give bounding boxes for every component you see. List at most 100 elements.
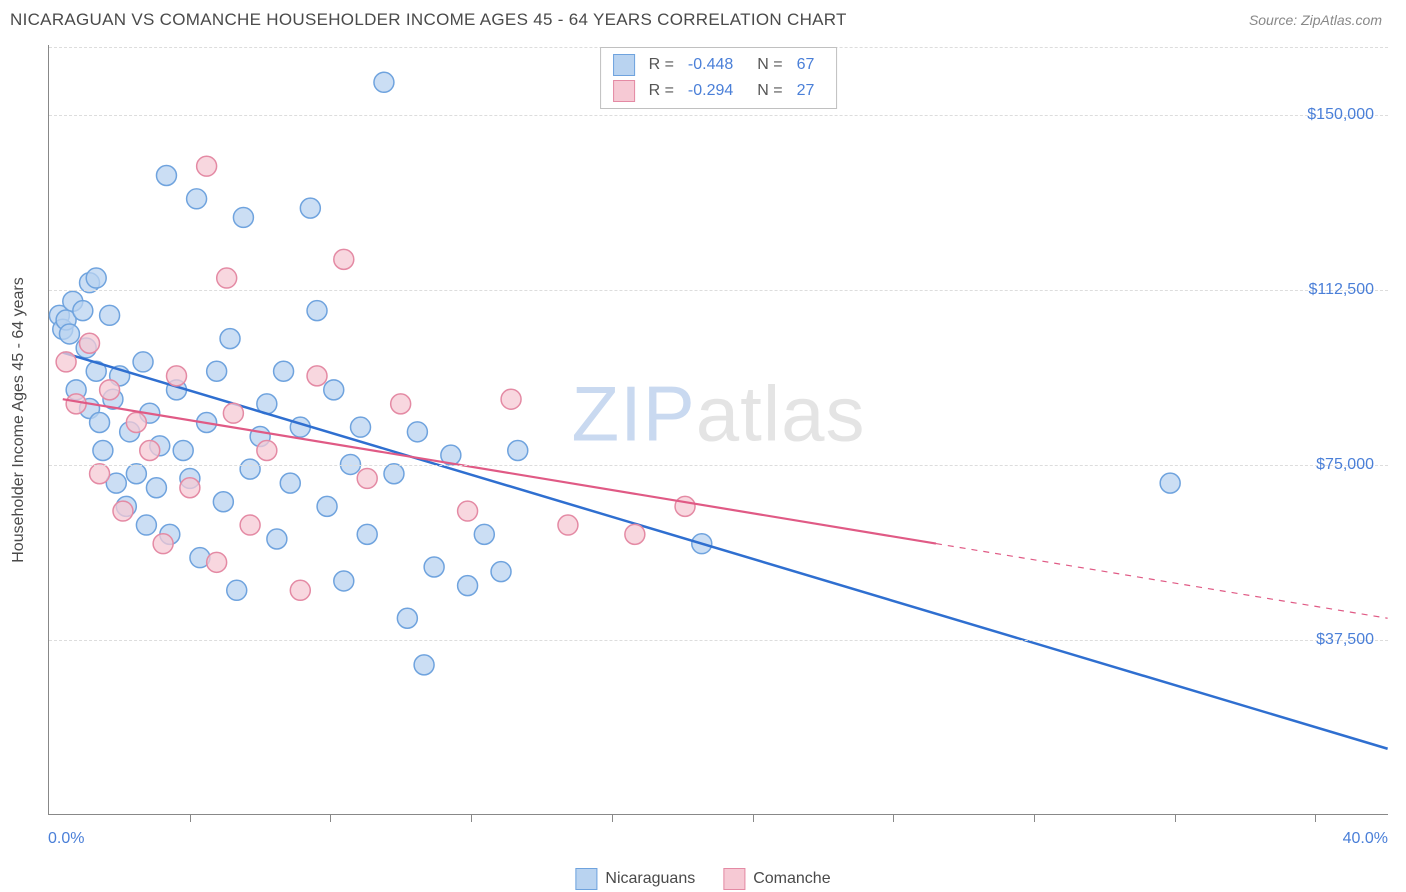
data-point: [140, 440, 160, 460]
data-point: [197, 156, 217, 176]
data-point: [167, 366, 187, 386]
data-point: [307, 366, 327, 386]
data-point: [93, 440, 113, 460]
data-point: [133, 352, 153, 372]
data-point: [220, 329, 240, 349]
data-point: [233, 207, 253, 227]
data-point: [675, 496, 695, 516]
x-axis-min-label: 0.0%: [48, 830, 84, 848]
data-point: [397, 608, 417, 628]
data-point: [59, 324, 79, 344]
gridline: [49, 640, 1388, 641]
data-point: [1160, 473, 1180, 493]
r-value-nicaraguans: -0.448: [688, 56, 733, 74]
x-axis-max-label: 40.0%: [1343, 830, 1388, 848]
r-value-comanche: -0.294: [688, 82, 733, 100]
data-point: [290, 580, 310, 600]
chart-title: NICARAGUAN VS COMANCHE HOUSEHOLDER INCOM…: [10, 10, 847, 30]
data-point: [458, 576, 478, 596]
swatch-nicaraguans: [613, 54, 635, 76]
data-point: [223, 403, 243, 423]
data-point: [334, 571, 354, 591]
data-point: [357, 468, 377, 488]
data-point: [307, 301, 327, 321]
data-point: [317, 496, 337, 516]
legend-row-comanche: R = -0.294 N = 27: [613, 78, 825, 104]
legend-item-nicaraguans: Nicaraguans: [575, 868, 695, 890]
data-point: [374, 72, 394, 92]
swatch-comanche: [613, 80, 635, 102]
x-tick: [190, 814, 191, 822]
swatch-comanche-icon: [723, 868, 745, 890]
data-point: [173, 440, 193, 460]
n-value-nicaraguans: 67: [797, 56, 815, 74]
data-point: [100, 380, 120, 400]
data-point: [391, 394, 411, 414]
data-point: [80, 333, 100, 353]
x-tick: [893, 814, 894, 822]
data-point: [558, 515, 578, 535]
data-point: [384, 464, 404, 484]
data-point: [86, 268, 106, 288]
legend-item-comanche: Comanche: [723, 868, 830, 890]
data-point: [351, 417, 371, 437]
x-tick: [1175, 814, 1176, 822]
trend-line-extrapolated: [936, 544, 1388, 619]
legend-label-comanche: Comanche: [753, 870, 830, 888]
x-tick: [330, 814, 331, 822]
x-tick: [753, 814, 754, 822]
data-point: [508, 440, 528, 460]
data-point: [136, 515, 156, 535]
gridline: [49, 465, 1388, 466]
y-tick-label: $75,000: [1316, 456, 1374, 474]
data-point: [240, 515, 260, 535]
y-tick-label: $37,500: [1316, 631, 1374, 649]
trend-line: [63, 353, 1388, 749]
legend-label-nicaraguans: Nicaraguans: [605, 870, 695, 888]
data-point: [458, 501, 478, 521]
n-value-comanche: 27: [797, 82, 815, 100]
chart-canvas: [49, 45, 1388, 814]
data-point: [217, 268, 237, 288]
data-point: [357, 524, 377, 544]
data-point: [414, 655, 434, 675]
data-point: [227, 580, 247, 600]
data-point: [274, 361, 294, 381]
data-point: [180, 478, 200, 498]
y-tick-label: $150,000: [1307, 106, 1374, 124]
data-point: [300, 198, 320, 218]
data-point: [56, 352, 76, 372]
data-point: [267, 529, 287, 549]
data-point: [424, 557, 444, 577]
data-point: [407, 422, 427, 442]
x-tick: [612, 814, 613, 822]
data-point: [207, 361, 227, 381]
x-tick: [1034, 814, 1035, 822]
data-point: [240, 459, 260, 479]
data-point: [491, 562, 511, 582]
data-point: [625, 524, 645, 544]
gridline: [49, 290, 1388, 291]
data-point: [73, 301, 93, 321]
data-point: [324, 380, 344, 400]
data-point: [90, 464, 110, 484]
data-point: [90, 413, 110, 433]
data-point: [207, 552, 227, 572]
swatch-nicaraguans-icon: [575, 868, 597, 890]
source-attribution: Source: ZipAtlas.com: [1249, 12, 1382, 28]
x-tick: [471, 814, 472, 822]
data-point: [66, 394, 86, 414]
data-point: [113, 501, 133, 521]
data-point: [126, 464, 146, 484]
y-axis-title: Householder Income Ages 45 - 64 years: [10, 277, 28, 563]
plot-area: ZIPatlas R = -0.448 N = 67 R = -0.294 N …: [48, 45, 1388, 815]
data-point: [290, 417, 310, 437]
data-point: [334, 249, 354, 269]
data-point: [280, 473, 300, 493]
correlation-legend: R = -0.448 N = 67 R = -0.294 N = 27: [600, 47, 838, 109]
data-point: [153, 534, 173, 554]
data-point: [474, 524, 494, 544]
gridline: [49, 115, 1388, 116]
data-point: [146, 478, 166, 498]
data-point: [257, 440, 277, 460]
